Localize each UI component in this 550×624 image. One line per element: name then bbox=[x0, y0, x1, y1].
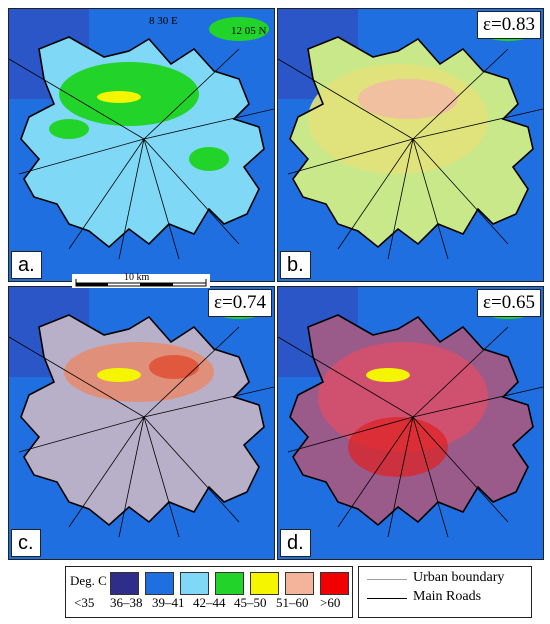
longitude-label: 8 30 E bbox=[149, 15, 178, 27]
panel-label: a. bbox=[11, 251, 42, 279]
panel-label: d. bbox=[280, 529, 311, 557]
scale-bar-graphic bbox=[75, 279, 207, 287]
map-image bbox=[9, 287, 274, 559]
map-image bbox=[278, 287, 543, 559]
legend-unit: Deg. C bbox=[70, 573, 107, 588]
map-panel-a: 8 30 E 12 05 N a. bbox=[8, 8, 275, 282]
legend-label: <35 bbox=[74, 595, 95, 610]
main-roads-label: Main Roads bbox=[413, 589, 482, 604]
legend-label: 42–44 bbox=[193, 595, 226, 610]
legend-swatch-gt60 bbox=[320, 572, 349, 595]
temperature-legend: Deg. C <35 36–38 39–41 42–44 45–50 51–60… bbox=[65, 566, 353, 618]
legend-label: 36–38 bbox=[110, 595, 143, 610]
panel-label: c. bbox=[11, 529, 41, 557]
main-roads-line-icon bbox=[367, 598, 407, 599]
panel-label: b. bbox=[280, 251, 311, 279]
legend-swatch-42-44 bbox=[215, 572, 244, 595]
epsilon-value: ε=0.83 bbox=[477, 11, 541, 39]
urban-boundary-label: Urban boundary bbox=[413, 570, 505, 585]
legend-label: 51–60 bbox=[276, 595, 309, 610]
epsilon-value: ε=0.74 bbox=[208, 289, 272, 317]
map-panel-d: ε=0.65 d. bbox=[277, 286, 544, 560]
legend-swatch-39-41 bbox=[180, 572, 209, 595]
legend-swatch-lt35 bbox=[110, 572, 139, 595]
legend-swatch-45-50 bbox=[250, 572, 279, 595]
map-image bbox=[278, 9, 543, 281]
legend-swatch-36-38 bbox=[145, 572, 174, 595]
scale-label: 10 km bbox=[124, 272, 150, 283]
urban-boundary-line-icon bbox=[367, 579, 407, 580]
scale-bar: 10 km bbox=[72, 272, 210, 288]
legend-swatch-51-60 bbox=[285, 572, 314, 595]
legend-label: 45–50 bbox=[234, 595, 267, 610]
epsilon-value: ε=0.65 bbox=[477, 289, 541, 317]
map-panel-c: ε=0.74 c. bbox=[8, 286, 275, 560]
legend-label: 39–41 bbox=[152, 595, 185, 610]
line-legend: Urban boundary Main Roads bbox=[358, 566, 532, 618]
map-image bbox=[9, 9, 274, 281]
legend-label: >60 bbox=[320, 595, 341, 610]
map-panel-b: ε=0.83 b. bbox=[277, 8, 544, 282]
latitude-label: 12 05 N bbox=[231, 25, 267, 37]
